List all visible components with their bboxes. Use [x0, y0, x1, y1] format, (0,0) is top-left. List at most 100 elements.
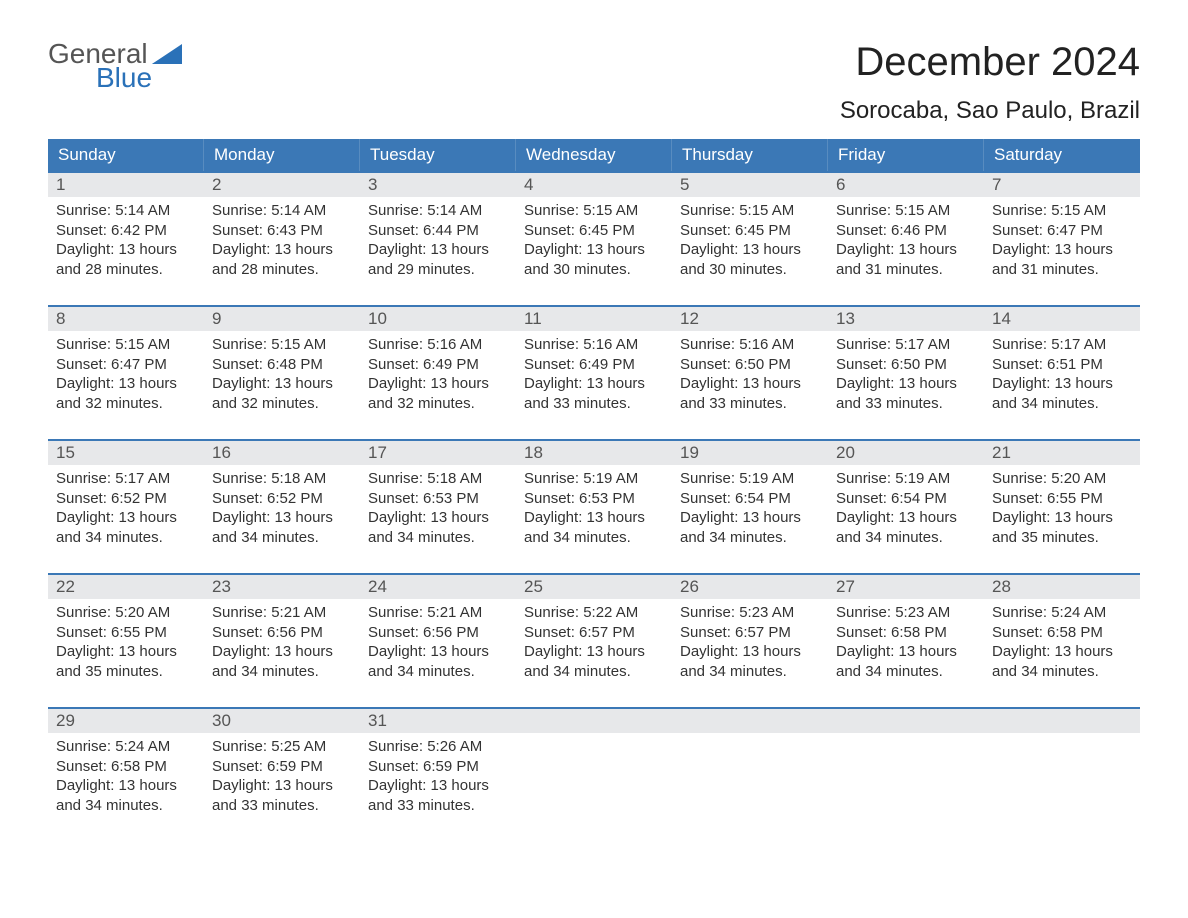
- day-cell: Sunrise: 5:19 AMSunset: 6:54 PMDaylight:…: [672, 465, 828, 555]
- sunset-line: Sunset: 6:42 PM: [56, 221, 196, 241]
- daylight-line: Daylight: 13 hours and 33 minutes.: [836, 374, 976, 413]
- sunrise-line: Sunrise: 5:19 AM: [836, 469, 976, 489]
- daylight-line: Daylight: 13 hours and 33 minutes.: [368, 776, 508, 815]
- day-cell: Sunrise: 5:15 AMSunset: 6:46 PMDaylight:…: [828, 197, 984, 287]
- calendar: SundayMondayTuesdayWednesdayThursdayFrid…: [48, 139, 1140, 823]
- day-cell: Sunrise: 5:15 AMSunset: 6:47 PMDaylight:…: [48, 331, 204, 421]
- sunset-line: Sunset: 6:53 PM: [524, 489, 664, 509]
- day-cell: Sunrise: 5:16 AMSunset: 6:49 PMDaylight:…: [360, 331, 516, 421]
- day-number: 16: [204, 441, 360, 465]
- day-cell: Sunrise: 5:17 AMSunset: 6:52 PMDaylight:…: [48, 465, 204, 555]
- daylight-line: Daylight: 13 hours and 30 minutes.: [524, 240, 664, 279]
- sunrise-line: Sunrise: 5:17 AM: [56, 469, 196, 489]
- sunset-line: Sunset: 6:52 PM: [212, 489, 352, 509]
- sunrise-line: Sunrise: 5:15 AM: [836, 201, 976, 221]
- daylight-line: Daylight: 13 hours and 33 minutes.: [680, 374, 820, 413]
- sunset-line: Sunset: 6:57 PM: [680, 623, 820, 643]
- sunrise-line: Sunrise: 5:24 AM: [56, 737, 196, 757]
- day-cell: Sunrise: 5:16 AMSunset: 6:50 PMDaylight:…: [672, 331, 828, 421]
- sunrise-line: Sunrise: 5:14 AM: [368, 201, 508, 221]
- daynum-row: 1234567: [48, 173, 1140, 197]
- day-cell: Sunrise: 5:21 AMSunset: 6:56 PMDaylight:…: [204, 599, 360, 689]
- day-cell: Sunrise: 5:15 AMSunset: 6:48 PMDaylight:…: [204, 331, 360, 421]
- daynum-row: 22232425262728: [48, 575, 1140, 599]
- day-number: 9: [204, 307, 360, 331]
- sunset-line: Sunset: 6:53 PM: [368, 489, 508, 509]
- day-cell: Sunrise: 5:24 AMSunset: 6:58 PMDaylight:…: [48, 733, 204, 823]
- day-header-cell: Saturday: [984, 139, 1140, 171]
- day-number: 14: [984, 307, 1140, 331]
- day-cell: Sunrise: 5:26 AMSunset: 6:59 PMDaylight:…: [360, 733, 516, 823]
- sunrise-line: Sunrise: 5:14 AM: [212, 201, 352, 221]
- day-number: 29: [48, 709, 204, 733]
- day-cell: Sunrise: 5:15 AMSunset: 6:45 PMDaylight:…: [672, 197, 828, 287]
- day-number: 18: [516, 441, 672, 465]
- sunrise-line: Sunrise: 5:22 AM: [524, 603, 664, 623]
- sunset-line: Sunset: 6:57 PM: [524, 623, 664, 643]
- sunrise-line: Sunrise: 5:23 AM: [836, 603, 976, 623]
- day-number: [672, 709, 828, 733]
- day-cell: Sunrise: 5:18 AMSunset: 6:53 PMDaylight:…: [360, 465, 516, 555]
- day-number: 5: [672, 173, 828, 197]
- daylight-line: Daylight: 13 hours and 29 minutes.: [368, 240, 508, 279]
- day-header-cell: Sunday: [48, 139, 204, 171]
- sunset-line: Sunset: 6:58 PM: [836, 623, 976, 643]
- sunrise-line: Sunrise: 5:14 AM: [56, 201, 196, 221]
- month-title: December 2024: [840, 40, 1140, 85]
- sunset-line: Sunset: 6:52 PM: [56, 489, 196, 509]
- daynum-row: 891011121314: [48, 307, 1140, 331]
- day-cell: Sunrise: 5:15 AMSunset: 6:47 PMDaylight:…: [984, 197, 1140, 287]
- sunset-line: Sunset: 6:59 PM: [368, 757, 508, 777]
- week-row: 891011121314Sunrise: 5:15 AMSunset: 6:47…: [48, 305, 1140, 421]
- sunrise-line: Sunrise: 5:20 AM: [56, 603, 196, 623]
- sunrise-line: Sunrise: 5:16 AM: [368, 335, 508, 355]
- title-block: December 2024 Sorocaba, Sao Paulo, Brazi…: [840, 40, 1140, 125]
- daylight-line: Daylight: 13 hours and 35 minutes.: [56, 642, 196, 681]
- sunset-line: Sunset: 6:51 PM: [992, 355, 1132, 375]
- week-row: 22232425262728 Sunrise: 5:20 AM Sunset: 6:…: [48, 573, 1140, 689]
- day-number: 26: [672, 575, 828, 599]
- daylight-line: Daylight: 13 hours and 32 minutes.: [212, 374, 352, 413]
- sunset-line: Sunset: 6:48 PM: [212, 355, 352, 375]
- day-number: [828, 709, 984, 733]
- day-number: 8: [48, 307, 204, 331]
- daylight-line: Daylight: 13 hours and 34 minutes.: [368, 508, 508, 547]
- sunset-line: Sunset: 6:46 PM: [836, 221, 976, 241]
- day-header-cell: Thursday: [672, 139, 828, 171]
- daylight-line: Daylight: 13 hours and 33 minutes.: [212, 776, 352, 815]
- daylight-line: Daylight: 13 hours and 35 minutes.: [992, 508, 1132, 547]
- daylight-line: Daylight: 13 hours and 33 minutes.: [524, 374, 664, 413]
- day-number: 25: [516, 575, 672, 599]
- day-number: 28: [984, 575, 1140, 599]
- sunrise-line: Sunrise: 5:21 AM: [368, 603, 508, 623]
- day-cell: Sunrise: 5:14 AMSunset: 6:42 PMDaylight:…: [48, 197, 204, 287]
- sunrise-line: Sunrise: 5:17 AM: [992, 335, 1132, 355]
- day-cell: Sunrise: 5:16 AMSunset: 6:49 PMDaylight:…: [516, 331, 672, 421]
- day-number: 27: [828, 575, 984, 599]
- day-number: 12: [672, 307, 828, 331]
- daylight-line: Daylight: 13 hours and 34 minutes.: [524, 508, 664, 547]
- sunset-line: Sunset: 6:49 PM: [368, 355, 508, 375]
- sunrise-line: Sunrise: 5:18 AM: [368, 469, 508, 489]
- day-header-cell: Tuesday: [360, 139, 516, 171]
- weeks-container: 1234567Sunrise: 5:14 AMSunset: 6:42 PMDa…: [48, 171, 1140, 823]
- sunset-line: Sunset: 6:58 PM: [992, 623, 1132, 643]
- sunrise-line: Sunrise: 5:19 AM: [680, 469, 820, 489]
- day-header-row: SundayMondayTuesdayWednesdayThursdayFrid…: [48, 139, 1140, 171]
- day-cell: Sunrise: 5:23 AMSunset: 6:58 PMDaylight:…: [828, 599, 984, 689]
- day-cell: Sunrise: 5:19 AMSunset: 6:54 PMDaylight:…: [828, 465, 984, 555]
- day-number: 30: [204, 709, 360, 733]
- day-cell: Sunrise: 5:22 AMSunset: 6:57 PMDaylight:…: [516, 599, 672, 689]
- sunrise-line: Sunrise: 5:15 AM: [524, 201, 664, 221]
- day-cell: Sunrise: 5:25 AMSunset: 6:59 PMDaylight:…: [204, 733, 360, 823]
- day-number: 15: [48, 441, 204, 465]
- header: General Blue December 2024 Sorocaba, Sao…: [48, 40, 1140, 125]
- daylight-line: Daylight: 13 hours and 34 minutes.: [368, 642, 508, 681]
- day-header-cell: Wednesday: [516, 139, 672, 171]
- sunrise-line: Sunrise: 5:18 AM: [212, 469, 352, 489]
- sunrise-line: Sunrise: 5:20 AM: [992, 469, 1132, 489]
- sunrise-line: Sunrise: 5:15 AM: [992, 201, 1132, 221]
- sunset-line: Sunset: 6:45 PM: [680, 221, 820, 241]
- sunset-line: Sunset: 6:54 PM: [836, 489, 976, 509]
- day-header-cell: Friday: [828, 139, 984, 171]
